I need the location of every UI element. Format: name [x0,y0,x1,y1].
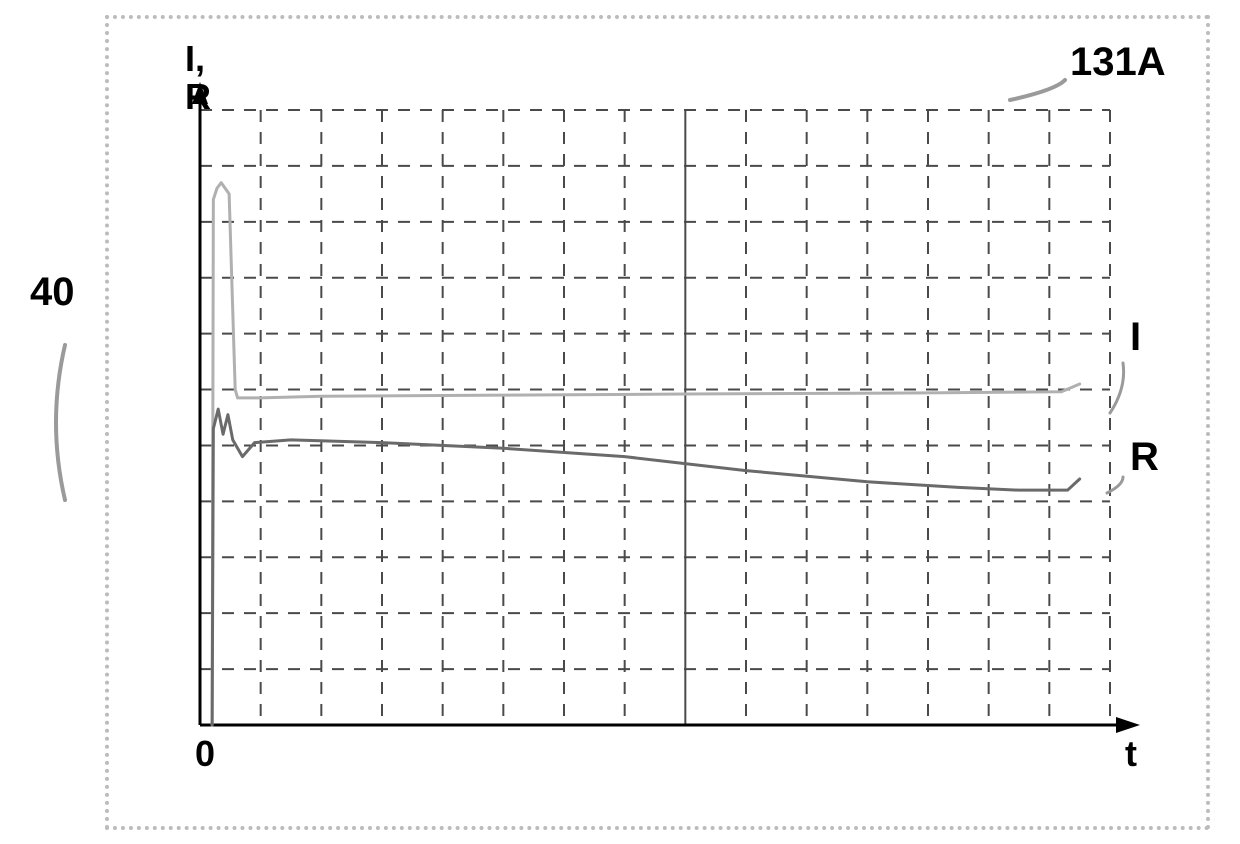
ref-label-40: 40 [30,270,75,315]
figure-container: 131A I,R I R 0 t [105,15,1210,830]
chart-plot [175,65,1175,770]
